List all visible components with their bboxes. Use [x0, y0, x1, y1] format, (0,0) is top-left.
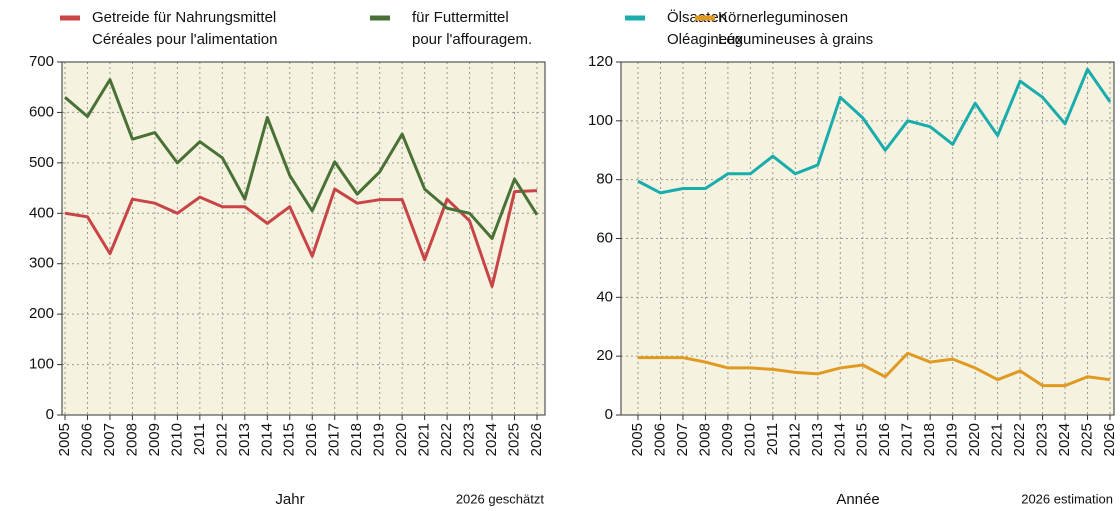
x-tick-label: 2007: [101, 423, 118, 456]
x-tick-label: 2016: [303, 423, 320, 456]
x-tick-label: 2007: [674, 423, 691, 456]
y-tick-label: 120: [588, 53, 613, 70]
plot-border: [61, 61, 546, 416]
y-tick-label: 600: [29, 103, 54, 120]
x-tick-label: 2024: [483, 423, 500, 456]
x-tick-label: 2010: [741, 423, 758, 456]
y-tick-label: 700: [29, 53, 54, 70]
x-tick-label: 2020: [393, 423, 410, 456]
x-tick-label: 2013: [236, 423, 253, 456]
x-tick-label: 2023: [461, 423, 478, 456]
y-tick-label: 20: [596, 347, 613, 364]
x-tick-label: 2019: [944, 423, 961, 456]
x-axis-label: Jahr: [275, 491, 304, 508]
x-tick-label: 2017: [326, 423, 343, 456]
x-tick-label: 2025: [505, 423, 522, 456]
x-tick-label: 2021: [989, 423, 1006, 456]
x-tick-label: 2022: [1011, 423, 1028, 456]
x-tick-label: 2020: [966, 423, 983, 456]
legend-label: Getreide für Nahrungsmittel: [92, 9, 276, 26]
x-tick-label: 2022: [438, 423, 455, 456]
x-tick-label: 2012: [213, 423, 230, 456]
y-tick-label: 400: [29, 204, 54, 221]
x-tick-label: 2006: [78, 423, 95, 456]
x-tick-label: 2024: [1056, 423, 1073, 456]
legend-label: für Futtermittel: [412, 9, 509, 26]
y-tick-label: 40: [596, 288, 613, 305]
y-tick-label: 100: [588, 112, 613, 129]
legend-label: Céréales pour l'alimentation: [92, 31, 277, 48]
x-tick-label: 2011: [764, 423, 781, 455]
x-tick-label: 2010: [168, 423, 185, 456]
x-tick-label: 2008: [696, 423, 713, 456]
y-tick-label: 300: [29, 255, 54, 272]
legend-label: Oléagineux: [667, 31, 743, 48]
x-tick-label: 2023: [1034, 423, 1051, 456]
x-tick-label: 2014: [258, 423, 275, 456]
x-tick-label: 2005: [629, 423, 646, 456]
x-tick-label: 2019: [371, 423, 388, 456]
x-tick-label: 2009: [146, 423, 163, 456]
series-line: [637, 67, 1112, 195]
x-tick-label: 2021: [416, 423, 433, 456]
x-tick-label: 2011: [191, 423, 208, 455]
y-tick-label: 0: [605, 406, 613, 423]
x-tick-label: 2026: [1101, 423, 1118, 456]
x-tick-label: 2014: [831, 423, 848, 456]
y-tick-label: 60: [596, 229, 613, 246]
x-tick-label: 2008: [123, 423, 140, 456]
x-tick-label: 2006: [651, 423, 668, 456]
plot-border: [620, 61, 1115, 416]
y-tick-label: 0: [46, 406, 54, 423]
series-line: [638, 351, 1111, 388]
note: 2026 estimation: [1021, 491, 1113, 506]
y-tick-label: 100: [29, 356, 54, 373]
x-tick-label: 2005: [56, 423, 73, 456]
x-tick-label: 2012: [786, 423, 803, 456]
legend-label: Körnerleguminosen: [718, 9, 848, 26]
x-axis-label: Année: [836, 491, 879, 508]
x-tick-label: 2015: [281, 423, 298, 456]
x-tick-label: 2017: [899, 423, 916, 456]
x-tick-label: 2015: [854, 423, 871, 456]
x-tick-label: 2013: [809, 423, 826, 456]
series-line: [64, 78, 539, 240]
legend-label: pour l'affouragem.: [412, 31, 532, 48]
x-tick-label: 2025: [1078, 423, 1095, 456]
x-tick-label: 2009: [719, 423, 736, 456]
y-tick-label: 80: [596, 171, 613, 188]
x-tick-label: 2018: [921, 423, 938, 456]
y-tick-label: 200: [29, 305, 54, 322]
y-tick-label: 500: [29, 154, 54, 171]
x-tick-label: 2016: [876, 423, 893, 456]
x-tick-label: 2018: [348, 423, 365, 456]
note: 2026 geschätzt: [456, 491, 545, 506]
legend-label: Légumineuses à grains: [718, 31, 873, 48]
x-tick-label: 2026: [528, 423, 545, 456]
